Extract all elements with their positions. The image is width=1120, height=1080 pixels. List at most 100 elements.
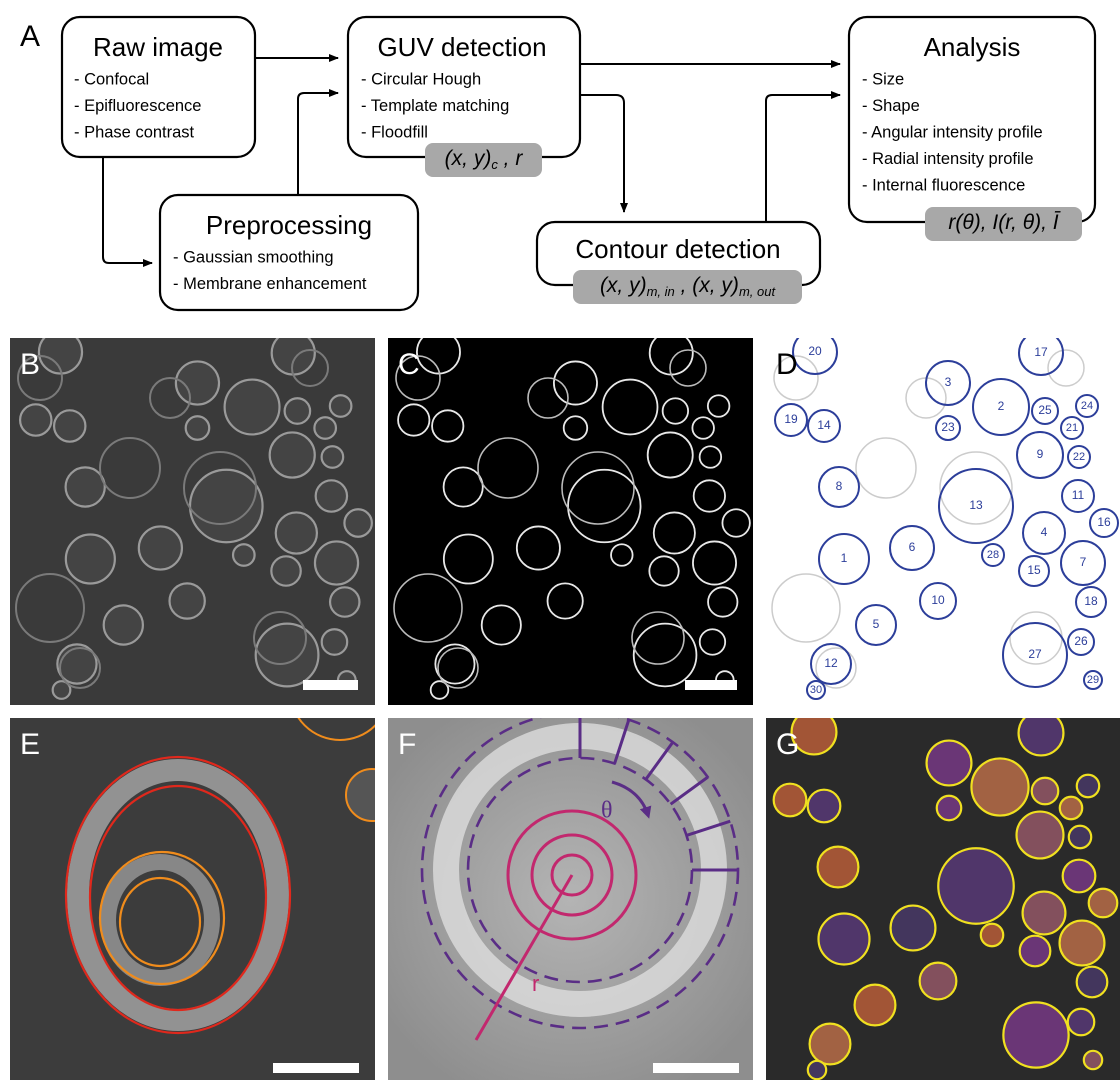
contour-outer <box>98 850 226 986</box>
vesicle <box>1075 394 1099 418</box>
vesicle <box>652 511 696 555</box>
vesicle <box>562 415 589 441</box>
vesicle <box>515 525 561 571</box>
vesicle <box>707 586 739 618</box>
vesicle-id: 25 <box>1038 403 1052 417</box>
radial-ring <box>506 809 638 941</box>
vesicle <box>17 355 63 401</box>
arrow <box>102 157 153 267</box>
vesicle <box>416 338 461 375</box>
scale-bar <box>685 680 737 690</box>
panel-label: G <box>776 728 799 761</box>
vesicle <box>918 961 958 1001</box>
vesicle <box>1022 511 1066 555</box>
vesicle-id: 5 <box>873 617 880 631</box>
panel-label: D <box>776 348 798 381</box>
vesicle <box>291 349 329 387</box>
angular-bin <box>644 741 675 781</box>
vesicle <box>1075 773 1101 799</box>
vesicle <box>314 479 349 513</box>
node-item: - Membrane enhancement <box>173 275 367 293</box>
radial-ring <box>550 853 594 897</box>
vesicle-id: 13 <box>969 498 983 512</box>
vesicle <box>343 508 373 538</box>
node-title: Raw image <box>93 32 223 62</box>
vesicle <box>1031 397 1059 425</box>
vesicle <box>1066 1007 1096 1037</box>
node-output: r(θ), I(r, θ), Ī <box>948 211 1060 234</box>
output-pill <box>573 270 802 304</box>
vesicle <box>99 437 161 499</box>
vesicle <box>1067 628 1095 656</box>
vesicle <box>818 466 860 508</box>
process-node: Raw image - Confocal - Epifluorescence - Ph… <box>60 15 257 159</box>
vesicle <box>254 622 320 688</box>
vesicle-id: 17 <box>1034 345 1048 359</box>
vesicle <box>925 360 971 406</box>
vesicle <box>184 415 211 441</box>
process-node: Contour detection (x, y)m, in , (x, y)m, … <box>535 220 822 304</box>
vesicle <box>168 582 206 620</box>
vesicle <box>328 586 361 618</box>
node-output: (x, y)c , r <box>445 147 524 173</box>
vesicle-id: 2 <box>998 399 1005 413</box>
vesicle <box>1047 349 1085 387</box>
scale-bar <box>273 1063 359 1073</box>
vesicle <box>102 604 145 646</box>
vesicle <box>395 355 441 401</box>
process-node: GUV detection - Circular Hough - Template … <box>346 15 582 177</box>
vesicle <box>59 647 101 689</box>
vesicle-id: 4 <box>1041 525 1048 539</box>
vesicle <box>692 479 726 513</box>
vesicle <box>790 718 838 756</box>
vesicle-id: 21 <box>1066 422 1078 434</box>
vesicle <box>480 604 522 646</box>
vesicle <box>970 757 1030 817</box>
image-panel <box>766 718 1120 1080</box>
vesicle <box>808 1022 852 1066</box>
node-title: Preprocessing <box>206 210 372 240</box>
panel-label: E <box>20 728 40 761</box>
node-item: - Confocal <box>74 70 149 88</box>
vesicle <box>561 451 635 525</box>
vesicle-id: 15 <box>1027 563 1041 577</box>
output-text: r(θ), I(r, θ), Ī <box>948 211 1060 234</box>
process-node: Analysis - Size - Shape - Angular intensity… <box>847 15 1097 241</box>
vesicle <box>1075 965 1109 999</box>
image-panel <box>10 718 375 1080</box>
vesicle-id: 24 <box>1081 400 1093 412</box>
node-box <box>60 15 257 159</box>
vesicle <box>1082 1049 1104 1071</box>
vesicle-id: 14 <box>817 418 831 432</box>
vesicle <box>1021 890 1067 936</box>
vesicle <box>1067 445 1091 469</box>
vesicle <box>938 468 1014 544</box>
vesicle <box>935 415 961 441</box>
vesicle <box>437 647 479 689</box>
node-item: - Floodfill <box>361 123 428 141</box>
vesicle <box>397 403 431 437</box>
vesicle <box>442 466 484 508</box>
node-title: Analysis <box>924 32 1021 62</box>
vesicle <box>815 647 857 689</box>
vesicle <box>806 680 826 700</box>
contour-inner <box>118 876 202 968</box>
vesicle <box>1058 795 1084 821</box>
vesicle <box>853 983 897 1027</box>
vesicle <box>1067 824 1093 850</box>
contour <box>345 768 375 822</box>
arrow <box>765 91 841 222</box>
vesicle <box>64 533 116 585</box>
angular-bin <box>686 819 731 837</box>
vesicle <box>149 377 191 419</box>
vesicle <box>320 445 345 469</box>
angular-bin <box>669 775 709 806</box>
vesicle-id: 7 <box>1080 555 1087 569</box>
vesicle <box>632 622 698 688</box>
vesicle <box>816 845 860 889</box>
image-panel <box>388 338 753 705</box>
angular-bin <box>613 719 631 764</box>
radius-arrow <box>474 874 574 1041</box>
vesicle <box>806 1059 828 1080</box>
panel-label: F <box>398 728 416 761</box>
